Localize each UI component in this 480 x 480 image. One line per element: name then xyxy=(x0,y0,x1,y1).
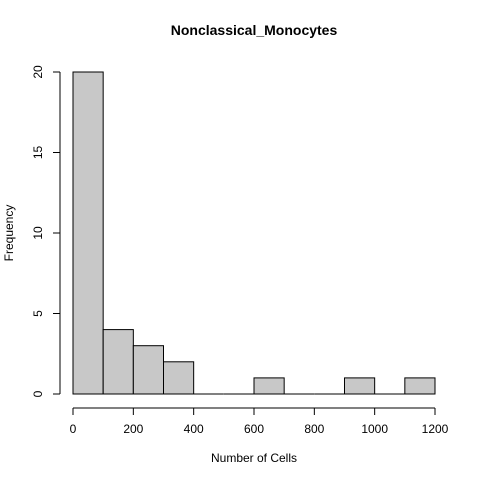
histogram-bar xyxy=(72,71,104,395)
histogram-bar xyxy=(253,377,285,395)
y-tick-label: 20 xyxy=(31,65,45,79)
y-axis-label: Frequency xyxy=(2,205,16,262)
y-tick-label: 0 xyxy=(31,390,45,397)
x-tick-label: 200 xyxy=(123,422,143,436)
x-tick-label: 400 xyxy=(184,422,204,436)
histogram-bar xyxy=(344,377,376,395)
x-axis: 0 200 400 600 800 1000 1200 xyxy=(70,407,449,436)
histogram-bar xyxy=(163,361,195,395)
histogram-bar xyxy=(132,345,164,395)
bars-group xyxy=(72,71,436,395)
histogram-bar xyxy=(102,329,134,395)
x-tick-label: 1200 xyxy=(422,422,449,436)
chart-title: Nonclassical_Monocytes xyxy=(171,22,338,38)
x-tick-label: 600 xyxy=(244,422,264,436)
x-axis-label: Number of Cells xyxy=(211,451,297,465)
x-tick-label: 800 xyxy=(304,422,324,436)
x-tick-label: 1000 xyxy=(361,422,388,436)
y-axis: 0 5 10 15 20 xyxy=(31,65,61,397)
y-tick-label: 5 xyxy=(31,310,45,317)
histogram-bar xyxy=(404,377,436,395)
x-tick-label: 0 xyxy=(70,422,77,436)
y-tick-label: 15 xyxy=(31,146,45,160)
y-tick-label: 10 xyxy=(31,226,45,240)
